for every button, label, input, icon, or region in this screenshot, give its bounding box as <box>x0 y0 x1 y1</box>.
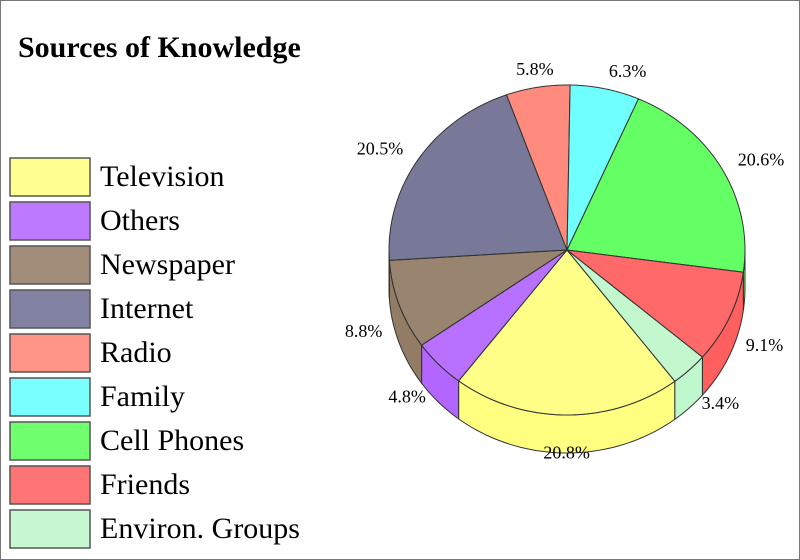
data-label: 9.1% <box>746 335 784 355</box>
data-label: 8.8% <box>345 321 383 341</box>
pie: 20.8% 4.8% 8.8% 20.5% 5.8% 6.3% 20.6% 9.1% 3.4% <box>345 59 784 462</box>
pie-slice <box>505 84 571 251</box>
legend-swatch <box>9 333 91 373</box>
pie-slice <box>566 84 640 251</box>
pie-slice <box>565 249 744 358</box>
data-label: 3.4% <box>702 393 740 413</box>
data-label: 6.3% <box>609 61 647 81</box>
legend-label: Cell Phones <box>100 424 244 457</box>
legend-label: Television <box>100 160 225 193</box>
legend-label: Family <box>100 380 185 413</box>
legend-swatch <box>9 157 91 197</box>
legend-label: Friends <box>100 468 190 501</box>
legend-label: Radio <box>100 336 172 369</box>
legend-swatch <box>9 245 91 285</box>
pie-slice <box>566 98 746 273</box>
pie-slice <box>457 249 676 416</box>
legend-swatch <box>9 421 91 461</box>
legend-swatch <box>9 377 91 417</box>
chart-title: Sources of Knowledge <box>18 31 301 64</box>
data-label: 4.8% <box>388 387 426 407</box>
legend-swatch <box>9 509 91 549</box>
legend-label: Environ. Groups <box>100 512 300 545</box>
data-label: 20.5% <box>357 139 404 159</box>
pie-slice <box>388 249 569 346</box>
data-label: 20.6% <box>738 149 785 169</box>
legend-label: Newspaper <box>100 248 235 281</box>
legend-swatch <box>9 289 91 329</box>
pie-slice <box>420 249 568 382</box>
data-label: 5.8% <box>516 59 554 79</box>
legend-swatch <box>9 465 91 505</box>
legend-label: Others <box>100 204 180 237</box>
pie-slice <box>566 249 704 382</box>
data-label: 20.8% <box>543 442 590 462</box>
legend: Television Others Newspaper Internet Radio Fa… <box>9 157 300 549</box>
legend-label: Internet <box>100 292 194 325</box>
legend-swatch <box>9 201 91 241</box>
